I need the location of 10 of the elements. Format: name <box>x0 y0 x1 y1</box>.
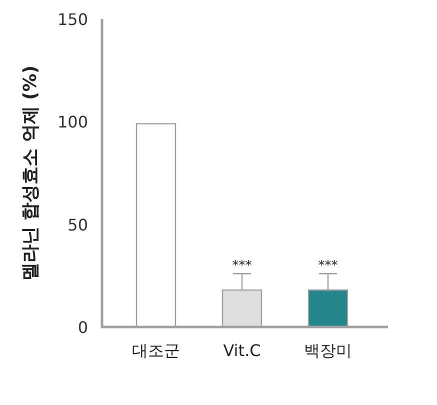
x-tick-label: 대조군 <box>132 341 180 360</box>
x-tick-label: 백장미 <box>304 341 352 360</box>
y-tick-label: 100 <box>57 112 88 132</box>
y-axis-title: 멜라닌 합성효소 억제 (%) <box>20 65 41 281</box>
y-tick-label: 150 <box>57 10 88 29</box>
annotation: *** <box>318 258 338 274</box>
y-tick-label: 0 <box>78 318 88 337</box>
y-tick-label: 50 <box>68 215 88 234</box>
x-tick-label: Vit.C <box>223 341 261 360</box>
annotation: *** <box>232 258 252 274</box>
